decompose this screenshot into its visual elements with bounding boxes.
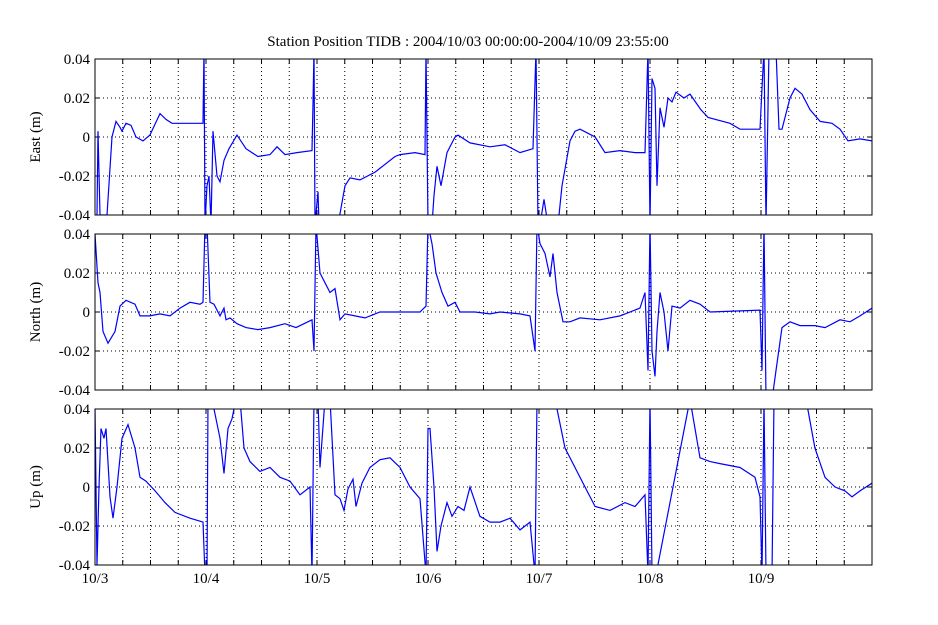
axes-frame bbox=[94, 58, 873, 216]
y-tick-label: 0.04 bbox=[64, 227, 91, 243]
y-tick-label: 0 bbox=[83, 480, 91, 496]
x-tick-label: 10/9 bbox=[748, 571, 775, 587]
chart-title: Station Position TIDB : 2004/10/03 00:00… bbox=[267, 34, 668, 50]
y-tick-label: 0.04 bbox=[64, 402, 91, 418]
y-tick-label: -0.02 bbox=[59, 169, 90, 185]
axes-frame bbox=[94, 233, 873, 391]
y-tick-label: 0 bbox=[83, 305, 91, 321]
y-tick-label: 0.04 bbox=[64, 52, 91, 68]
y-tick-label: 0.02 bbox=[64, 91, 90, 107]
x-tick-label: 10/4 bbox=[193, 571, 220, 587]
panel-east: -0.04 -0.02 0 0.02 0.04 East (m) bbox=[28, 52, 873, 224]
y-axis-label: Up (m) bbox=[28, 465, 44, 509]
y-axis-label: East (m) bbox=[28, 111, 44, 162]
series-line-east bbox=[96, 59, 872, 215]
panel-up: -0.04 -0.02 0 0.02 0.04 Up (m) 10/3 10/4 10/5 10/… bbox=[28, 402, 873, 587]
series-line-up bbox=[95, 409, 872, 565]
x-tick-label: 10/3 bbox=[82, 571, 109, 587]
y-tick-label: -0.02 bbox=[59, 519, 90, 535]
panel-north: -0.04 -0.02 0 0.02 0.04 North (m) bbox=[28, 227, 873, 399]
y-tick-label: 0 bbox=[83, 130, 91, 146]
y-tick-label: -0.04 bbox=[59, 558, 91, 574]
y-tick-label: 0.02 bbox=[64, 441, 90, 457]
x-tick-label: 10/6 bbox=[415, 571, 442, 587]
y-tick-label: -0.04 bbox=[59, 383, 91, 399]
axes-frame bbox=[94, 408, 873, 566]
y-axis-label: North (m) bbox=[28, 282, 44, 342]
y-tick-label: -0.02 bbox=[59, 344, 90, 360]
series-line-north bbox=[95, 234, 872, 390]
x-tick-label: 10/7 bbox=[526, 571, 553, 587]
y-tick-label: 0.02 bbox=[64, 266, 90, 282]
x-tick-label: 10/8 bbox=[637, 571, 664, 587]
y-tick-label: -0.04 bbox=[59, 208, 91, 224]
x-tick-label: 10/5 bbox=[304, 571, 331, 587]
